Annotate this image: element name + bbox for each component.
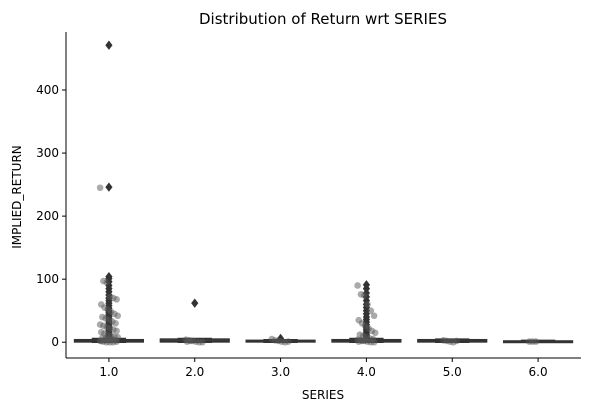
x-tick-label: 5.0 bbox=[443, 365, 462, 379]
strip-point bbox=[96, 184, 104, 192]
y-tick-label: 0 bbox=[51, 335, 59, 349]
strip-point bbox=[113, 296, 120, 303]
y-tick-label: 400 bbox=[36, 83, 59, 97]
x-tick-label: 2.0 bbox=[185, 365, 204, 379]
strip-point bbox=[107, 335, 115, 343]
y-axis-label: IMPLIED_RETURN bbox=[10, 145, 24, 249]
strip-point bbox=[113, 327, 120, 335]
strip-point bbox=[113, 338, 120, 345]
x-tick-label: 4.0 bbox=[357, 365, 376, 379]
strip-point bbox=[453, 337, 460, 345]
strip-point bbox=[103, 279, 111, 286]
strip-point bbox=[371, 329, 379, 337]
strip-point bbox=[370, 338, 378, 346]
strip-point bbox=[114, 312, 122, 320]
strip-point bbox=[360, 292, 368, 299]
outlier-point bbox=[105, 40, 113, 50]
strip-point bbox=[364, 301, 371, 308]
x-tick-label: 1.0 bbox=[99, 365, 118, 379]
strip-point bbox=[112, 320, 119, 327]
strip-point bbox=[362, 337, 369, 344]
y-tick-label: 100 bbox=[36, 272, 59, 286]
strip-point bbox=[367, 307, 375, 315]
strip-point bbox=[187, 337, 194, 345]
plot-area: 0 100 200 300 400 1.0 2.0 3.0 4.0 5.0 6.0 bbox=[36, 32, 581, 379]
y-tick-label: 300 bbox=[36, 146, 59, 160]
y-tick-label: 200 bbox=[36, 209, 59, 223]
strip-point bbox=[284, 338, 292, 345]
outlier-point bbox=[191, 298, 199, 308]
x-tick-label: 6.0 bbox=[529, 365, 548, 379]
strip-point bbox=[199, 338, 206, 346]
x-tick-label: 3.0 bbox=[271, 365, 290, 379]
x-axis-label: SERIES bbox=[302, 388, 344, 402]
chart-title: Distribution of Return wrt SERIES bbox=[199, 10, 447, 28]
outlier-point bbox=[105, 182, 113, 192]
strip-point bbox=[354, 282, 361, 289]
strip-point bbox=[532, 338, 540, 345]
strip-point bbox=[370, 312, 378, 320]
